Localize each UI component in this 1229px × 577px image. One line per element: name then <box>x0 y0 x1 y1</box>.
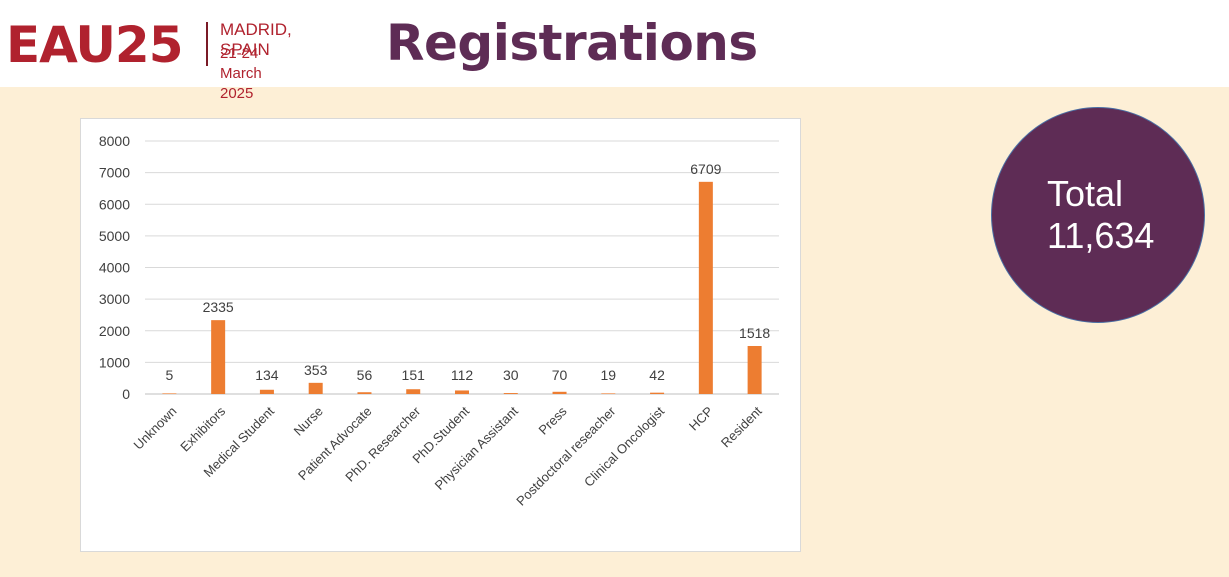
data-label: 151 <box>402 367 426 383</box>
logo-dates: 21-24 March 2025 <box>220 45 262 102</box>
bar <box>601 393 616 394</box>
data-label: 56 <box>357 367 373 383</box>
logo-divider <box>206 22 208 66</box>
y-tick-label: 8000 <box>99 133 130 149</box>
category-label: HCP <box>686 404 716 434</box>
y-tick-label: 7000 <box>99 165 130 181</box>
total-value: 11,634 <box>1047 215 1155 256</box>
bar <box>455 390 469 394</box>
bar <box>211 320 226 394</box>
total-label: Total <box>1047 173 1124 214</box>
data-label: 70 <box>552 367 568 383</box>
bar <box>308 382 323 394</box>
y-tick-label: 5000 <box>99 228 130 244</box>
y-tick-label: 0 <box>122 386 130 402</box>
bar <box>406 389 421 394</box>
data-label: 2335 <box>203 299 234 315</box>
data-label: 6709 <box>690 161 721 177</box>
bar <box>552 391 567 394</box>
total-circle: Total 11,634 <box>991 107 1205 323</box>
y-tick-label: 4000 <box>99 260 130 276</box>
category-label: Press <box>536 403 570 437</box>
logo-city: MADRID, SPAIN <box>220 20 292 59</box>
bar <box>503 393 518 394</box>
logo-wordmark: EAU25 <box>6 16 183 74</box>
category-label: Nurse <box>291 404 326 439</box>
header-bar: EAU25 MADRID, SPAIN 21-24 March 2025 Reg… <box>0 0 1229 102</box>
y-tick-label: 6000 <box>99 196 130 212</box>
data-label: 30 <box>503 367 519 383</box>
data-label: 134 <box>255 367 279 383</box>
bar <box>650 392 665 394</box>
category-label: Physician Assistant <box>432 403 522 493</box>
data-label: 353 <box>304 362 328 378</box>
bar <box>747 345 762 394</box>
category-label: Resident <box>718 403 765 450</box>
category-label: Unknown <box>131 404 180 453</box>
data-label: 19 <box>601 367 617 383</box>
y-tick-label: 2000 <box>99 323 130 339</box>
bar <box>259 389 274 394</box>
bar <box>698 181 713 394</box>
y-tick-label: 1000 <box>99 354 130 370</box>
data-label: 112 <box>451 367 474 383</box>
data-label: 42 <box>649 367 665 383</box>
bar <box>357 392 372 394</box>
category-label: Exhibitors <box>177 403 228 454</box>
chart-panel: 0 1000 2000 3000 4000 5000 6000 7000 8000 5 Unknow… <box>80 118 801 552</box>
registrations-bar-chart: 0 1000 2000 3000 4000 5000 6000 7000 8000 5 Unknow… <box>99 133 779 509</box>
data-label: 5 <box>165 367 173 383</box>
bar <box>162 393 177 394</box>
data-label: 1518 <box>739 325 770 341</box>
page-title: Registrations <box>386 14 758 72</box>
y-tick-label: 3000 <box>99 291 130 307</box>
